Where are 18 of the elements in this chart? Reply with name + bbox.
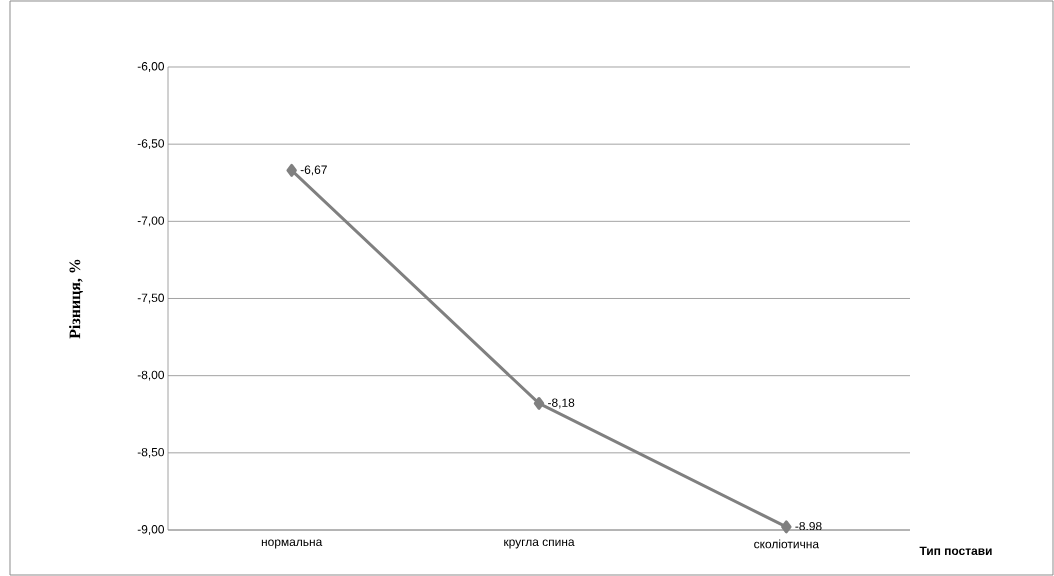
point: [286, 163, 297, 177]
point: [781, 520, 792, 534]
y-tick-label: -6,00: [137, 62, 165, 72]
y-tick-label: -8,00: [137, 370, 165, 381]
data-label: -8,98: [795, 521, 822, 532]
data-label: -8,18: [548, 398, 575, 409]
y-tick-label: -9,00: [137, 525, 165, 535]
x-tick-label: сколіотична: [754, 539, 820, 549]
y-tick-label: -7,50: [137, 293, 165, 304]
data-label: -6,67: [300, 165, 327, 176]
x-tick-label: нормальна: [261, 539, 323, 549]
y-tick-label: -7,00: [137, 216, 165, 227]
y-tick-label: -6,50: [137, 139, 165, 150]
point: [533, 396, 545, 410]
y-tick-label: -8,50: [137, 447, 165, 458]
x-tick-label: кругла спина: [504, 539, 575, 549]
x-axis-title: Тип постави: [919, 546, 992, 555]
y-axis-title: Різниця, %: [69, 259, 83, 339]
